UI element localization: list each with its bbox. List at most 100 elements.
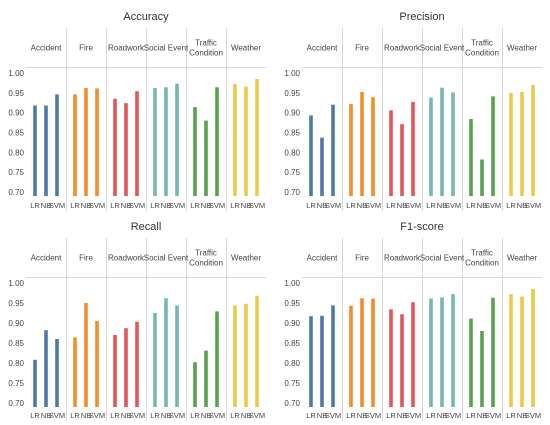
bar-weather-nb bbox=[244, 303, 248, 407]
bar-accident-nb bbox=[44, 105, 48, 196]
bar-accident-lr bbox=[33, 359, 37, 407]
x-category-label: SVM bbox=[525, 411, 541, 420]
bar-fire-svm bbox=[371, 298, 375, 407]
group-label: Social Event bbox=[420, 254, 465, 263]
x-category-label: SVM bbox=[365, 411, 381, 420]
x-category-label: SVM bbox=[249, 411, 265, 420]
x-category-label: SVM bbox=[169, 411, 185, 420]
group-label: Roadwork bbox=[384, 44, 421, 53]
bar-weather-lr bbox=[509, 294, 513, 407]
bar-weather-lr bbox=[233, 84, 237, 196]
x-category-label: NB bbox=[517, 201, 527, 210]
x-category-label: SVM bbox=[405, 411, 421, 420]
group-label: Traffic Condition bbox=[465, 39, 499, 58]
y-tick-label: 0.80 bbox=[8, 148, 24, 157]
x-category-label: NB bbox=[81, 201, 91, 210]
y-tick-label: 0.85 bbox=[284, 339, 300, 348]
panel-title: Recall bbox=[131, 221, 162, 233]
bar-roadwork-lr bbox=[389, 110, 393, 196]
group-label: Traffic Condition bbox=[465, 249, 499, 268]
bar-weather-svm bbox=[255, 295, 259, 407]
bar-social-event-lr bbox=[153, 313, 157, 407]
bar-traffic-condition-svm bbox=[491, 297, 495, 407]
y-tick-label: 0.90 bbox=[284, 319, 300, 328]
bar-fire-svm bbox=[95, 88, 99, 196]
group-label: Weather bbox=[507, 254, 537, 263]
x-category-label: NB bbox=[477, 201, 487, 210]
y-tick-label: 1.00 bbox=[284, 279, 300, 288]
x-category-label: SVM bbox=[49, 411, 65, 420]
x-category-label: LR bbox=[466, 201, 476, 210]
bar-traffic-condition-svm bbox=[215, 87, 219, 196]
x-category-label: NB bbox=[437, 411, 447, 420]
x-category-label: SVM bbox=[129, 201, 145, 210]
bar-fire-nb bbox=[360, 298, 364, 407]
bar-accident-nb bbox=[320, 137, 324, 196]
x-category-label: NB bbox=[317, 201, 327, 210]
x-category-label: SVM bbox=[129, 411, 145, 420]
group-label: Weather bbox=[507, 44, 537, 53]
x-category-label: LR bbox=[190, 411, 200, 420]
bar-roadwork-lr bbox=[113, 335, 117, 407]
bar-traffic-condition-nb bbox=[204, 350, 208, 407]
group-label: Roadwork bbox=[384, 254, 421, 263]
group-label: Accident bbox=[31, 44, 62, 53]
group-label: Fire bbox=[79, 254, 93, 263]
bar-weather-lr bbox=[509, 92, 513, 196]
bar-accident-nb bbox=[44, 330, 48, 407]
bar-roadwork-svm bbox=[411, 101, 415, 196]
group-label: Accident bbox=[31, 254, 62, 263]
bar-roadwork-lr bbox=[113, 98, 117, 196]
bar-fire-lr bbox=[73, 337, 77, 407]
x-category-label: SVM bbox=[445, 411, 461, 420]
bar-fire-lr bbox=[349, 305, 353, 407]
x-category-label: LR bbox=[386, 201, 396, 210]
y-tick-label: 0.80 bbox=[284, 359, 300, 368]
bar-accident-lr bbox=[309, 316, 313, 407]
x-category-label: SVM bbox=[209, 201, 225, 210]
x-category-label: LR bbox=[70, 201, 80, 210]
bar-traffic-condition-nb bbox=[480, 331, 484, 407]
x-category-label: SVM bbox=[169, 201, 185, 210]
y-tick-label: 0.80 bbox=[284, 148, 300, 157]
x-category-label: NB bbox=[121, 411, 131, 420]
x-category-label: SVM bbox=[89, 411, 105, 420]
bar-accident-svm bbox=[55, 339, 59, 407]
panel-f1-score: F1-score 1.00 0.95 0.90 0.85 0.80 0.75 0.70 Acci… bbox=[284, 221, 542, 421]
bar-traffic-condition-lr bbox=[469, 318, 473, 407]
x-category-label: LR bbox=[306, 411, 316, 420]
bar-traffic-condition-nb bbox=[480, 159, 484, 196]
y-tick-label: 1.00 bbox=[8, 69, 24, 78]
group-label: Social Event bbox=[420, 44, 465, 53]
y-tick-label: 0.70 bbox=[284, 188, 300, 197]
bar-accident-svm bbox=[331, 104, 335, 196]
x-category-label: LR bbox=[110, 411, 120, 420]
bar-accident-svm bbox=[331, 305, 335, 407]
x-category-label: NB bbox=[357, 411, 367, 420]
group-label: Fire bbox=[355, 44, 369, 53]
x-category-label: SVM bbox=[445, 201, 461, 210]
bar-traffic-condition-svm bbox=[215, 311, 219, 407]
x-category-label: LR bbox=[30, 201, 40, 210]
x-category-label: LR bbox=[426, 411, 436, 420]
bar-roadwork-nb bbox=[124, 328, 128, 407]
bar-roadwork-svm bbox=[411, 302, 415, 407]
bar-weather-nb bbox=[244, 86, 248, 196]
x-category-label: LR bbox=[306, 201, 316, 210]
x-category-label: SVM bbox=[405, 201, 421, 210]
group-label: Roadwork bbox=[108, 254, 145, 263]
bar-social-event-svm bbox=[451, 294, 455, 407]
bar-roadwork-nb bbox=[124, 103, 128, 196]
